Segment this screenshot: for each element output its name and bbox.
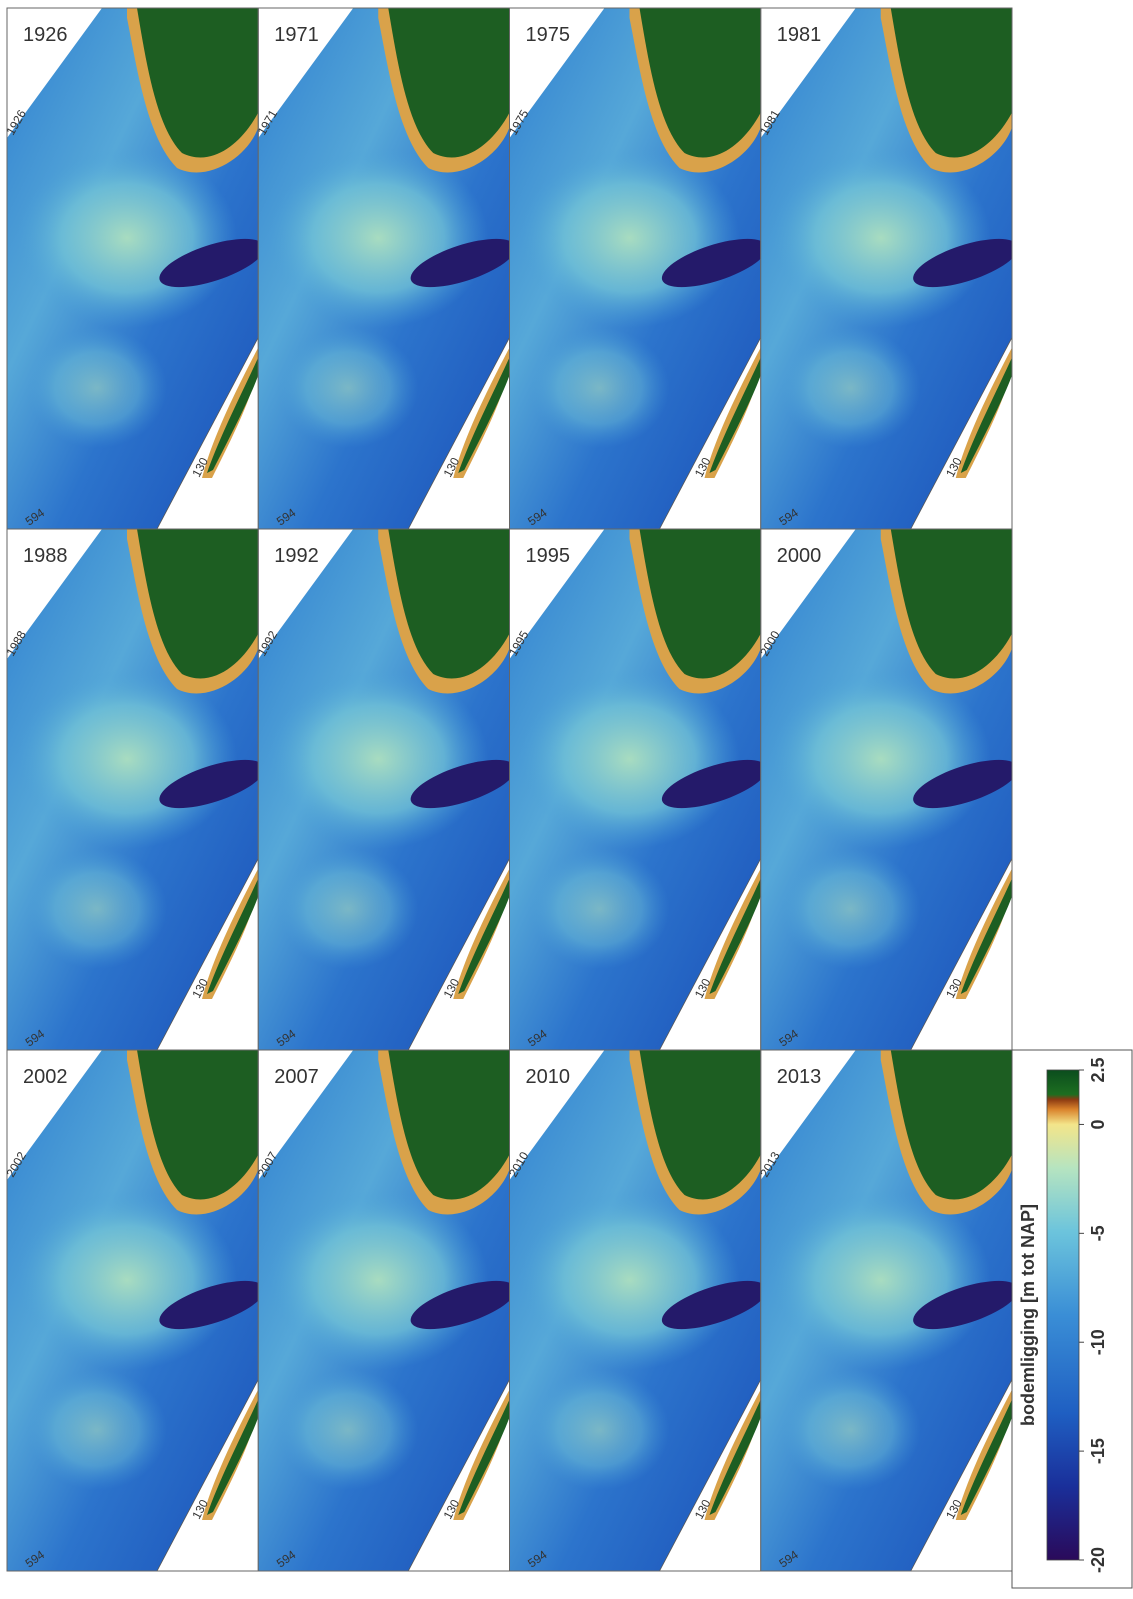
panel-year: 2010 (526, 1066, 571, 1088)
panel-year: 2007 (274, 1066, 319, 1088)
map-content (7, 529, 259, 1050)
colorbar-label: bodemligging [m tot NAP] (1018, 1204, 1038, 1426)
map-content (258, 1050, 510, 1571)
colorbar-tick-label: -20 (1088, 1547, 1108, 1573)
panel-year: 2000 (777, 545, 822, 567)
map-content (258, 8, 510, 529)
map-content (509, 529, 761, 1050)
bathymetry (760, 1050, 1012, 1571)
map-content (760, 8, 1012, 529)
panel-year: 1981 (777, 24, 822, 46)
colorbar-tick-label: -5 (1088, 1225, 1108, 1241)
bathymetry (258, 8, 510, 529)
panel-year: 1975 (526, 24, 571, 46)
panel-year: 1988 (23, 545, 68, 567)
panel-year: 2013 (777, 1066, 822, 1088)
colorbar-tick-label: -10 (1088, 1329, 1108, 1355)
panel-year: 2002 (23, 1066, 68, 1088)
panel-year: 1971 (274, 24, 319, 46)
bathymetry (258, 1050, 510, 1571)
map-content (760, 529, 1012, 1050)
map-content (760, 1050, 1012, 1571)
map-content (509, 1050, 761, 1571)
bathymetry (7, 8, 259, 529)
bathymetry (509, 1050, 761, 1571)
bathymetry (509, 529, 761, 1050)
panel-year: 1926 (23, 24, 68, 46)
colorbar-gradient (1046, 1069, 1080, 1561)
colorbar-tick-label: 2.5 (1088, 1057, 1108, 1082)
bathymetry (760, 8, 1012, 529)
colorbar-tick-label: -15 (1088, 1438, 1108, 1464)
bathymetry (258, 529, 510, 1050)
panel-year: 1992 (274, 545, 319, 567)
panel-year: 1995 (526, 545, 571, 567)
map-content (509, 8, 761, 529)
colorbar: 2.5 0 -5 -10 -15 -20 bodemligging [m tot NAP] (1011, 1049, 1133, 1589)
map-content (258, 529, 510, 1050)
colorbar-tick-label: 0 (1088, 1119, 1108, 1129)
bathymetry (509, 8, 761, 529)
map-content (7, 1050, 259, 1571)
bathymetry (760, 529, 1012, 1050)
bathymetry (7, 529, 259, 1050)
bathymetry (7, 1050, 259, 1571)
map-content (7, 8, 259, 529)
